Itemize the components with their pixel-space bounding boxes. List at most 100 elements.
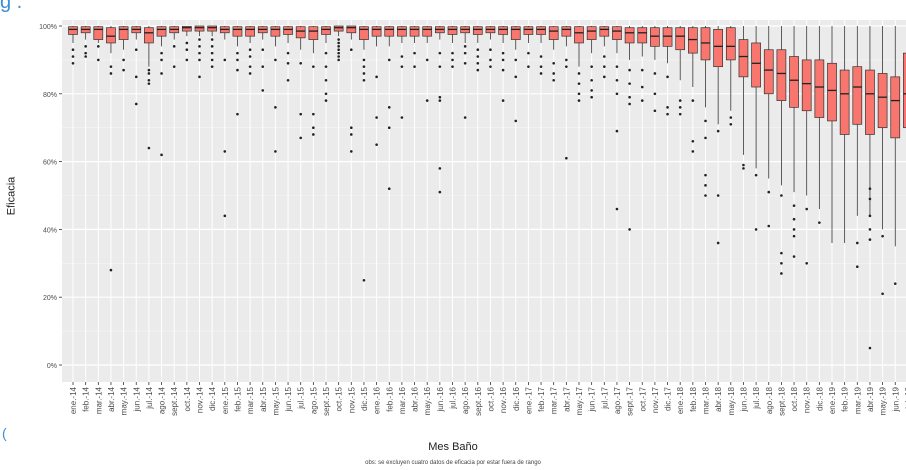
outlier-point — [350, 150, 353, 153]
outlier-point — [893, 282, 897, 285]
box-body — [599, 26, 610, 37]
y-tick-label: 40% — [43, 227, 57, 234]
grid-lines — [62, 20, 906, 382]
box-dic.-15 — [359, 26, 369, 282]
outlier-point — [704, 184, 707, 187]
box-sept.-15 — [321, 26, 331, 102]
box-body — [814, 59, 825, 118]
x-tick-label: abr.-14 — [107, 386, 116, 411]
outlier-point — [261, 48, 265, 52]
outlier-point — [704, 194, 707, 197]
outlier-point — [387, 187, 391, 191]
box-body — [713, 29, 724, 68]
outlier-point — [868, 238, 872, 241]
outlier-point — [451, 65, 454, 68]
box-mar.-15 — [245, 26, 255, 75]
box-body — [182, 25, 192, 32]
outlier-point — [248, 72, 252, 75]
box-jun.-18 — [738, 26, 749, 170]
outlier-point — [160, 72, 163, 75]
outlier-point — [438, 99, 442, 102]
box-body — [637, 27, 648, 44]
box-nov.-18 — [801, 26, 812, 265]
box-body — [548, 26, 559, 40]
box-body — [751, 42, 761, 88]
box-may.-18 — [725, 26, 736, 126]
x-tick-label: feb.-16 — [385, 386, 394, 411]
x-tick-label: jul.-18 — [752, 386, 761, 409]
x-tick-label: oct.-16 — [486, 386, 495, 411]
outlier-point — [324, 51, 328, 55]
outlier-point — [109, 72, 113, 75]
box-jul.-19 — [903, 52, 906, 129]
box-body — [422, 26, 433, 37]
outlier-point — [134, 102, 138, 106]
outlier-point — [122, 68, 125, 72]
box-body — [106, 27, 116, 44]
outlier-point — [147, 68, 151, 72]
box-body — [903, 52, 906, 129]
box-body — [333, 25, 344, 32]
x-tick-label: feb.-15 — [233, 386, 242, 411]
outlier-point — [185, 41, 189, 45]
box-may.-16 — [422, 26, 433, 102]
outlier-point — [134, 48, 138, 52]
outlier-point — [286, 61, 290, 65]
outlier-point — [286, 51, 290, 55]
x-tick-label: oct.-14 — [183, 386, 192, 411]
x-axis-label: Mes Baño — [428, 441, 478, 453]
x-tick-label: jun.-19 — [891, 386, 900, 412]
outlier-point — [868, 228, 872, 231]
outlier-point — [223, 214, 227, 218]
box-body — [68, 26, 78, 35]
x-tick-label: feb.-19 — [841, 386, 850, 411]
box-body — [586, 26, 597, 40]
box-feb.-19 — [839, 26, 850, 243]
outlier-point — [71, 48, 75, 52]
x-tick-label: mar.-18 — [702, 386, 711, 414]
box-body — [650, 27, 660, 47]
box-body — [409, 26, 420, 37]
outlier-point — [640, 85, 644, 89]
box-nov.-15 — [346, 25, 357, 153]
outlier-point — [868, 197, 872, 201]
box-body — [156, 26, 167, 37]
outlier-point — [678, 106, 682, 109]
outlier-point — [160, 51, 163, 55]
outlier-point — [653, 109, 657, 113]
x-tick-label: mar.-15 — [246, 386, 255, 414]
outlier-point — [286, 78, 290, 82]
outlier-point — [501, 68, 505, 72]
outlier-point — [780, 194, 783, 197]
box-body — [447, 26, 458, 35]
box-ago.-17 — [612, 26, 622, 211]
box-dic.-17 — [662, 26, 673, 116]
x-tick-label: feb.-17 — [537, 386, 546, 411]
outlier-point — [223, 150, 227, 153]
box-body — [384, 26, 395, 37]
outlier-point — [476, 68, 480, 72]
outlier-point — [261, 65, 265, 68]
outlier-point — [856, 241, 859, 245]
outlier-point — [476, 55, 480, 58]
x-tick-label: ago.-17 — [613, 386, 622, 414]
box-ene.-15 — [219, 26, 230, 218]
outlier-point — [615, 207, 619, 211]
outlier-point — [337, 45, 340, 48]
outlier-point — [716, 129, 720, 133]
x-tick-label: dic.-16 — [512, 386, 521, 411]
outlier-point — [577, 82, 581, 85]
outlier-point — [539, 72, 543, 75]
box-body — [725, 27, 736, 61]
box-ene.-18 — [675, 26, 686, 116]
x-tick-label: may.-16 — [423, 386, 432, 415]
outlier-point — [261, 89, 265, 92]
box-mar.-18 — [700, 26, 711, 197]
box-body — [371, 26, 382, 37]
outlier-point — [109, 268, 113, 272]
outlier-point — [248, 48, 252, 52]
outlier-point — [350, 126, 353, 129]
outlier-point — [489, 58, 492, 62]
outlier-point — [198, 38, 201, 41]
outlier-point — [71, 55, 75, 58]
